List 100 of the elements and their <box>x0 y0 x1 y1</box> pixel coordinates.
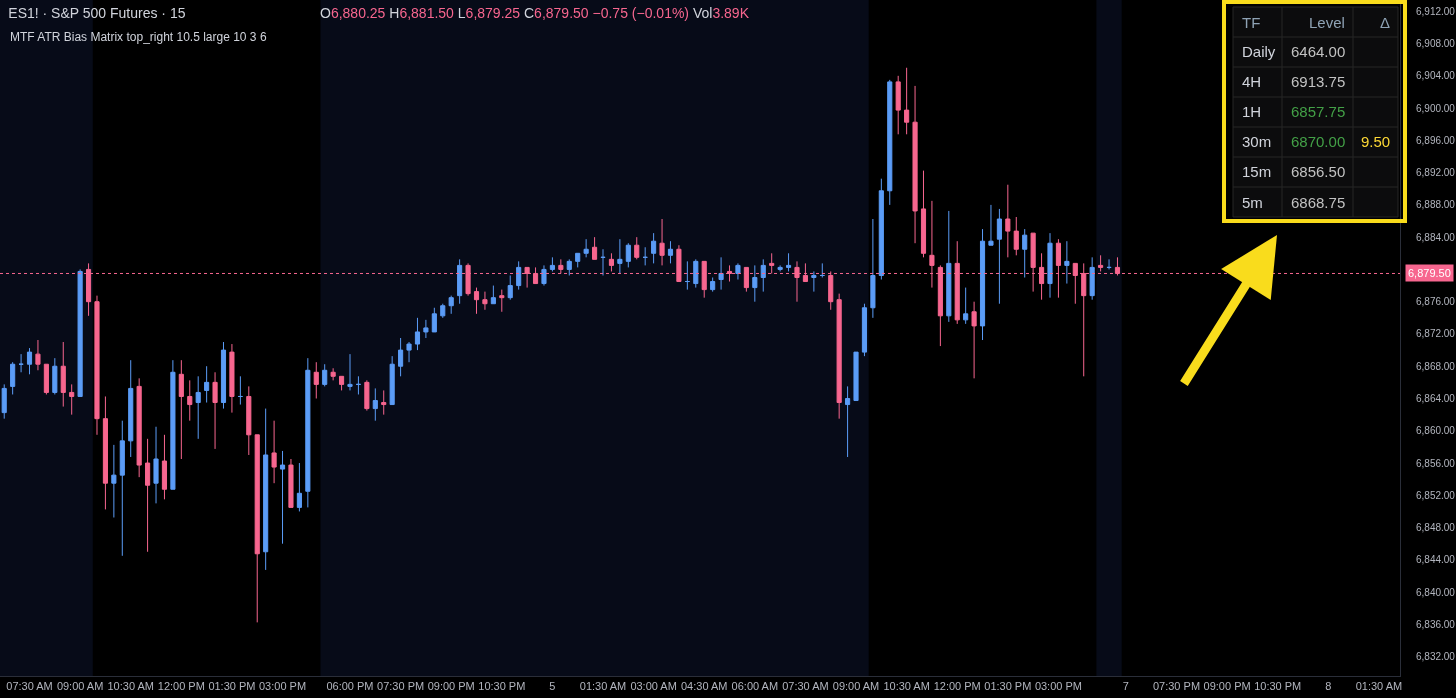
annotation: 6857.75 <box>1291 103 1346 120</box>
candlestick <box>119 420 125 557</box>
candlestick <box>769 252 775 274</box>
annotation: 5m <box>1242 194 1263 211</box>
candlestick <box>1106 258 1112 270</box>
candlestick <box>895 75 901 135</box>
x-tick-label: 09:00 AM <box>56 680 104 693</box>
candlestick <box>836 293 842 420</box>
candlestick <box>1013 216 1019 256</box>
candlestick <box>389 355 395 406</box>
candlestick <box>583 238 589 258</box>
candlestick <box>145 438 151 553</box>
candlestick <box>693 258 699 289</box>
candlestick <box>920 170 927 258</box>
annotation: 6856.50 <box>1291 163 1346 180</box>
candlestick <box>423 319 429 339</box>
candlestick <box>1047 232 1053 299</box>
candlestick <box>499 289 505 313</box>
x-tick-label: 10:30 AM <box>107 680 154 693</box>
annotation: 6870.00 <box>1291 133 1346 150</box>
candlestick <box>659 218 665 266</box>
candlestick <box>1005 184 1011 258</box>
x-tick-label: 09:00 PM <box>1203 680 1251 693</box>
candlestick <box>1098 254 1104 272</box>
candlestick <box>128 359 134 458</box>
candlestick <box>35 339 41 371</box>
y-tick-label: 6,872.00 <box>1416 328 1456 340</box>
candlestick <box>845 385 851 458</box>
text: MTF ATR Bias Matrix top_right 10.5 large 10 3 6 <box>10 30 267 44</box>
y-tick-label: 6,856.00 <box>1416 457 1456 469</box>
x-tick-label: 09:00 PM <box>427 680 475 693</box>
candlestick <box>946 210 952 323</box>
candlestick <box>811 270 817 293</box>
x-tick-label: 01:30 PM <box>984 680 1032 693</box>
candlestick <box>473 287 480 315</box>
candlestick <box>760 258 766 293</box>
candlestick <box>448 295 454 315</box>
candlestick <box>878 178 884 281</box>
y-tick-label: 6,836.00 <box>1416 618 1456 630</box>
candlestick <box>853 351 859 402</box>
x-tick-label: 09:00 AM <box>832 680 880 693</box>
candlestick <box>136 377 142 478</box>
candlestick <box>1 383 7 420</box>
candlestick <box>178 359 184 460</box>
candlestick <box>912 85 918 244</box>
candlestick <box>305 357 311 508</box>
y-tick-label: 6,912.00 <box>1416 5 1456 17</box>
candlestick <box>979 228 986 341</box>
x-tick-label: 07:30 PM <box>1152 680 1201 693</box>
candlestick <box>718 256 724 291</box>
candlestick <box>887 79 893 206</box>
candlestick <box>10 361 16 395</box>
candlestick <box>440 303 446 319</box>
candlestick <box>1064 240 1070 285</box>
x-tick-label: 01:30 AM <box>579 680 627 693</box>
candlestick <box>608 252 615 272</box>
x-tick-label: 8 <box>1325 680 1332 693</box>
candlestick <box>94 295 100 436</box>
candlestick <box>870 218 876 319</box>
x-tick-label: 01:30 PM <box>208 680 256 693</box>
annotation: TF <box>1242 14 1261 31</box>
candlestick <box>195 375 201 440</box>
annotation: 6868.75 <box>1291 194 1346 211</box>
y-tick-label: 6,884.00 <box>1416 231 1456 243</box>
candlestick <box>549 256 555 272</box>
candlestick <box>1089 256 1095 301</box>
annotation: 15m <box>1242 163 1272 180</box>
candlestick <box>667 240 674 264</box>
candlestick <box>592 236 598 260</box>
chart-title: ES1! · S&P 500 Futures · 15 <box>8 4 186 21</box>
x-tick-label: 07:30 PM <box>377 680 425 693</box>
candlestick <box>254 434 260 623</box>
candlestick <box>355 375 361 395</box>
y-tick-label: 6,844.00 <box>1416 554 1456 566</box>
candlestick <box>785 252 792 272</box>
candlestick <box>819 262 825 278</box>
x-tick-label: 04:30 AM <box>680 680 728 693</box>
x-tick-label: 06:00 PM <box>326 680 374 693</box>
candlestick <box>52 357 58 395</box>
candlestick <box>634 236 640 260</box>
y-tick-label: 6,892.00 <box>1416 167 1456 179</box>
candlestick <box>111 444 117 518</box>
candlestick <box>431 307 437 333</box>
candlestick <box>279 450 286 545</box>
candlestick <box>330 367 336 381</box>
annotation: Daily <box>1242 43 1276 60</box>
candlestick <box>735 262 741 281</box>
candlestick <box>102 395 108 510</box>
y-tick-label: 6,908.00 <box>1416 38 1456 50</box>
candlestick <box>313 361 319 399</box>
candlestick <box>77 268 83 397</box>
candlestick <box>372 387 378 422</box>
y-tick-label: 6,840.00 <box>1416 586 1456 598</box>
x-tick-label: 07:30 AM <box>782 680 829 693</box>
candlestick <box>204 365 210 404</box>
y-tick-label: 6,868.00 <box>1416 360 1456 372</box>
candlestick <box>322 363 328 387</box>
annotation: 4H <box>1242 73 1262 90</box>
candlestick <box>347 353 353 391</box>
x-tick-label: 10:30 PM <box>1254 680 1302 693</box>
